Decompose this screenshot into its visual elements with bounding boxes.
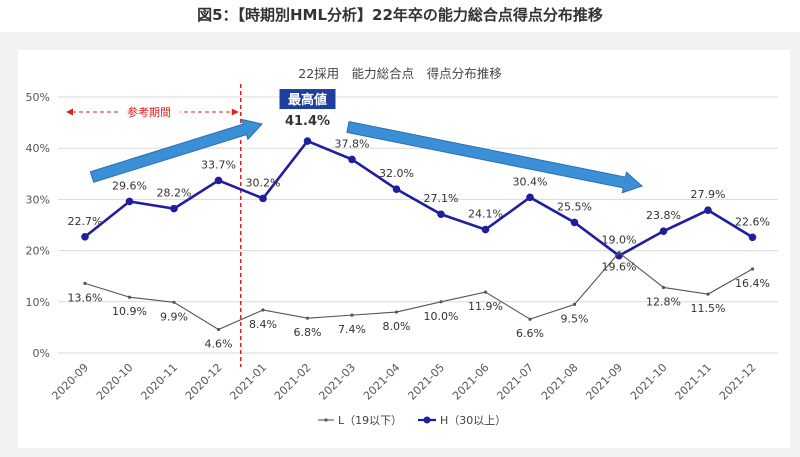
h-data-label: 27.9% bbox=[691, 188, 726, 201]
series-h-point bbox=[81, 232, 89, 241]
series-h-point bbox=[570, 218, 579, 227]
h-data-label: 30.2% bbox=[246, 176, 281, 189]
ref-period-label: 参考期間 bbox=[127, 105, 171, 119]
figure-title: 図5：【時期別HML分析】22年卒の能力総合点得点分布推移 bbox=[197, 6, 603, 24]
l-data-label: 12.8% bbox=[646, 295, 681, 308]
series-l-point bbox=[261, 308, 265, 312]
max-value-box bbox=[279, 89, 336, 110]
series-h-point bbox=[481, 225, 490, 234]
line-chart: 22採用 能力総合点 得点分布推移0%10%20%30%40%50%2020-0… bbox=[18, 50, 790, 448]
l-data-label: 11.9% bbox=[468, 300, 503, 313]
chart-panel: 22採用 能力総合点 得点分布推移 0% 10% 20% 30% 40% 50% 2020-0… bbox=[0, 32, 800, 457]
l-data-label: 4.6% bbox=[205, 337, 233, 350]
series-l-point bbox=[305, 316, 310, 320]
series-l-point bbox=[216, 327, 221, 332]
max-data-label: 41.4% bbox=[285, 114, 330, 129]
l-data-label: 19.6% bbox=[602, 261, 637, 274]
trend-down-arrow-icon bbox=[346, 121, 643, 194]
l-data-label: 6.8% bbox=[294, 326, 322, 339]
series-l-point bbox=[572, 302, 577, 306]
y-tick-label: 10% bbox=[26, 296, 50, 309]
series-l-point bbox=[706, 292, 710, 296]
legend-l-label: L（19以下） bbox=[338, 414, 402, 427]
l-data-label: 8.0% bbox=[383, 320, 411, 333]
l-data-label: 16.4% bbox=[735, 277, 770, 290]
series-l-point bbox=[172, 300, 176, 304]
series-l-point bbox=[350, 313, 354, 317]
series-h-line bbox=[84, 139, 754, 258]
series-h-point bbox=[214, 176, 223, 185]
series-h-point bbox=[170, 204, 178, 213]
series-l-point bbox=[617, 251, 621, 255]
y-tick-label: 20% bbox=[26, 245, 50, 258]
series-h-point bbox=[748, 233, 757, 242]
series-l-point bbox=[394, 310, 399, 314]
h-data-label: 37.8% bbox=[335, 137, 370, 150]
series-l-point bbox=[127, 295, 132, 299]
series-l-point bbox=[439, 300, 443, 304]
y-tick-label: 0% bbox=[33, 347, 50, 360]
series-l-line bbox=[84, 251, 753, 331]
h-data-label: 30.4% bbox=[513, 175, 548, 188]
series-l-point bbox=[528, 317, 532, 321]
legend-h-marker bbox=[423, 416, 431, 424]
h-data-label: 33.7% bbox=[201, 158, 236, 171]
chart-title: 22採用 能力総合点 得点分布推移 bbox=[298, 66, 501, 81]
y-tick-label: 40% bbox=[26, 142, 50, 155]
h-data-label: 29.6% bbox=[112, 179, 147, 192]
legend-l-marker bbox=[324, 418, 328, 422]
h-data-label: 24.1% bbox=[468, 208, 503, 221]
series-h-point bbox=[659, 227, 668, 235]
trend-up-arrow-icon-shape bbox=[89, 118, 263, 183]
h-data-label: 23.8% bbox=[646, 209, 681, 222]
l-data-label: 9.9% bbox=[160, 310, 188, 323]
series-h-point bbox=[437, 210, 445, 219]
ref-arrow-left-icon bbox=[66, 108, 73, 116]
l-data-label: 6.6% bbox=[516, 327, 544, 340]
trend-up-arrow-icon bbox=[89, 118, 263, 183]
l-data-label: 10.9% bbox=[112, 305, 147, 318]
series-l-point bbox=[83, 281, 87, 285]
series-h-point bbox=[259, 194, 267, 203]
h-data-label: 22.6% bbox=[735, 215, 770, 228]
series-h-point bbox=[526, 193, 534, 202]
series-h-point bbox=[392, 185, 401, 193]
series-l-point bbox=[483, 290, 488, 294]
y-tick-label: 30% bbox=[26, 193, 50, 206]
h-data-label: 19.0% bbox=[602, 234, 637, 247]
ref-period-label-bg bbox=[118, 104, 180, 118]
h-data-label: 27.1% bbox=[424, 192, 459, 205]
l-data-label: 13.6% bbox=[68, 291, 103, 304]
l-data-label: 8.4% bbox=[249, 318, 277, 331]
l-data-label: 9.5% bbox=[561, 312, 589, 325]
series-h-point bbox=[348, 155, 356, 164]
h-data-label: 22.7% bbox=[68, 215, 103, 228]
series-l-point bbox=[750, 267, 755, 271]
trend-down-arrow-icon-shape bbox=[346, 121, 643, 194]
ref-arrow-right-icon bbox=[231, 108, 239, 116]
h-data-label: 28.2% bbox=[157, 187, 192, 200]
series-h-point bbox=[125, 197, 134, 206]
l-data-label: 10.0% bbox=[424, 310, 459, 323]
series-l-point bbox=[661, 285, 666, 290]
series-h-point bbox=[704, 206, 712, 214]
series-h-point bbox=[303, 137, 312, 145]
h-data-label: 32.0% bbox=[379, 167, 414, 180]
l-data-label: 7.4% bbox=[338, 323, 366, 336]
legend-h-label: H（30以上） bbox=[440, 414, 506, 427]
h-data-label: 25.5% bbox=[557, 200, 592, 213]
y-tick-label: 50% bbox=[26, 91, 50, 104]
max-value-box-label: 最高値 bbox=[288, 92, 327, 108]
l-data-label: 11.5% bbox=[691, 302, 726, 315]
